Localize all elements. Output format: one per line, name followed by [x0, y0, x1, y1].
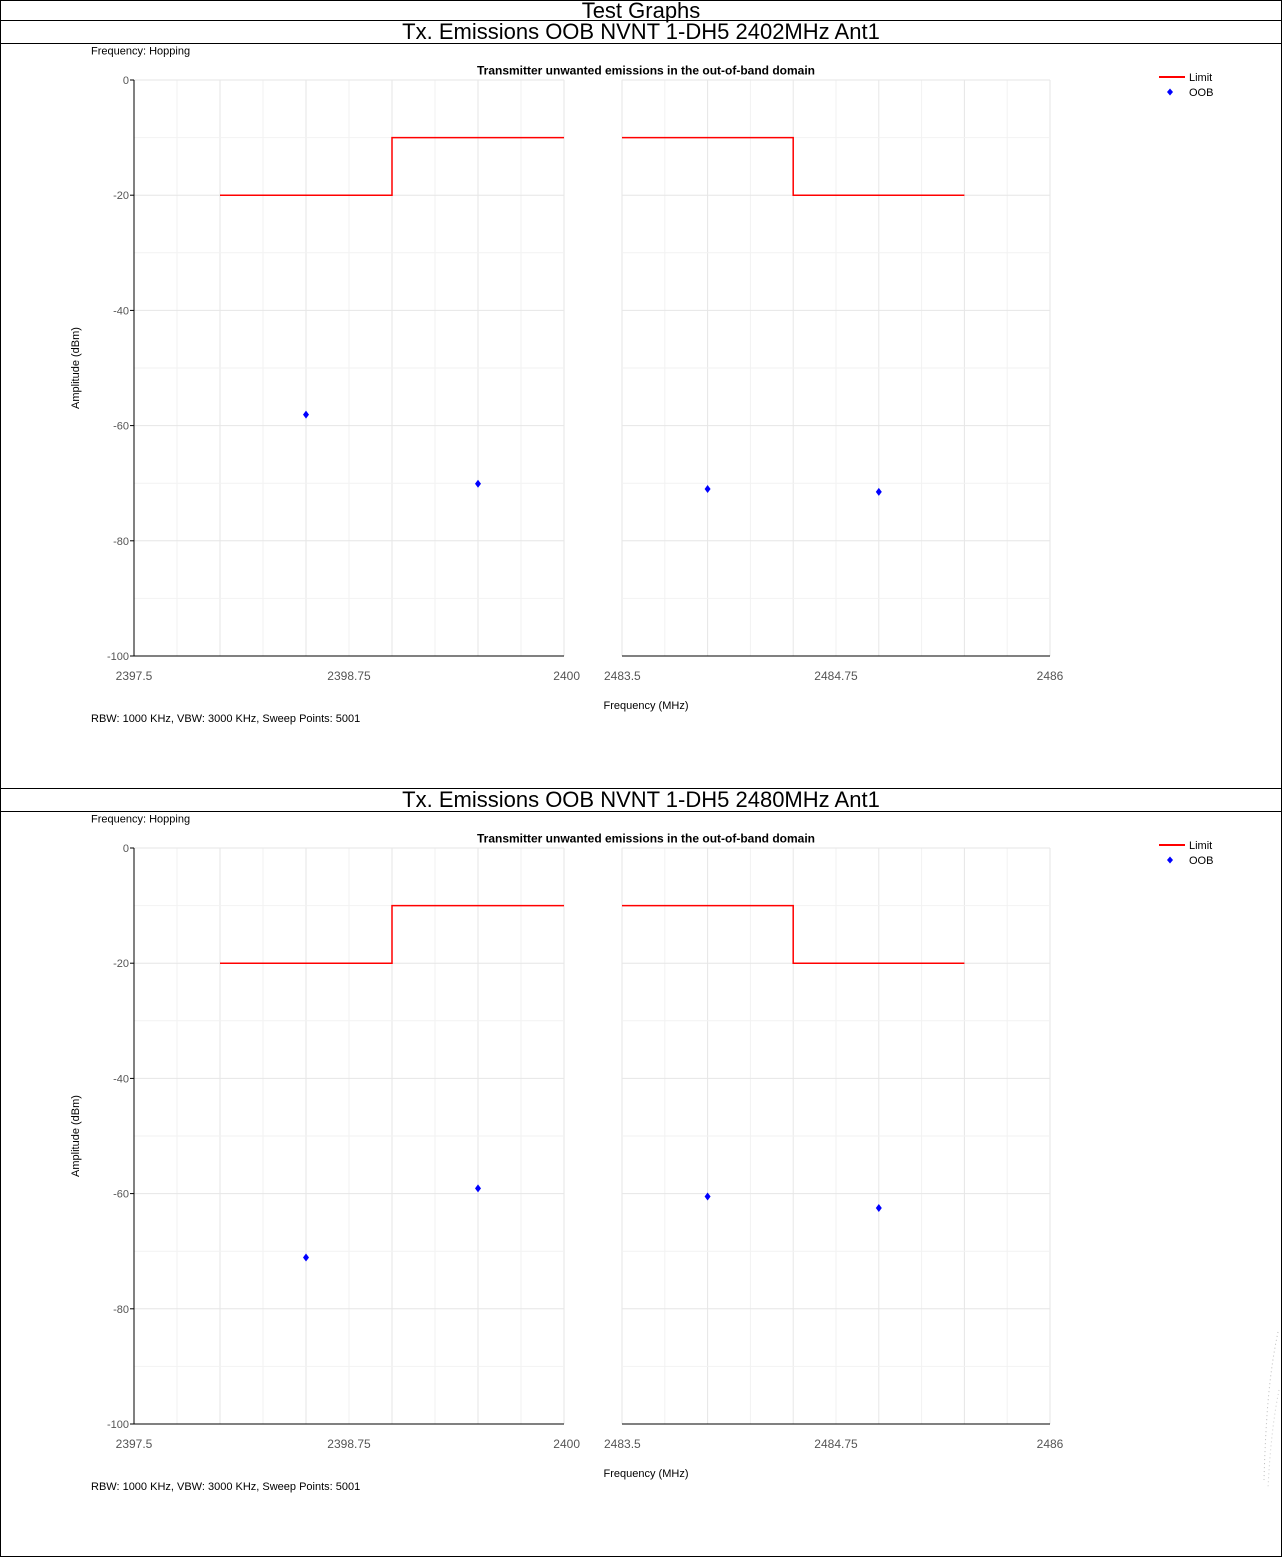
- limit-line: [220, 136, 564, 196]
- y-tick-label: -80: [113, 1304, 129, 1316]
- y-tick-label: -20: [113, 958, 129, 970]
- chart-legend: Limit OOB: [1159, 840, 1213, 867]
- y-tick-label: -100: [107, 651, 129, 663]
- x-tick-label: 2397.5: [116, 669, 153, 683]
- legend-label-oob: OOB: [1189, 87, 1213, 99]
- y-tick-label: -20: [113, 190, 129, 202]
- legend-label-oob: OOB: [1189, 855, 1213, 867]
- frequency-mode-label: Frequency: Hopping: [91, 46, 190, 58]
- y-axis-label: Amplitude (dBm): [70, 327, 82, 409]
- y-tick-label: -40: [113, 1073, 129, 1085]
- y-tick-label: -60: [113, 1189, 129, 1201]
- oob-point: [704, 484, 711, 493]
- oob-chart-2402: Frequency: Hopping Transmitter unwanted e…: [70, 46, 1213, 725]
- graph-cell-2480: Frequency: Hopping Transmitter unwanted e…: [0, 811, 1282, 1557]
- oob-point: [875, 1204, 882, 1212]
- oob-point: [475, 1184, 481, 1193]
- chart-title: Transmitter unwanted emissions in the ou…: [477, 831, 815, 845]
- chart-legend: Limit OOB: [1159, 72, 1213, 99]
- x-tick-label: 2484.75: [814, 669, 858, 683]
- limit-line: [220, 904, 564, 964]
- y-tick-label: -100: [107, 1419, 129, 1431]
- x-tick-label: 2484.75: [814, 1437, 858, 1451]
- measurement-settings: RBW: 1000 KHz, VBW: 3000 KHz, Sweep Poin…: [91, 713, 360, 725]
- test-graphs-title: Test Graphs: [0, 0, 1282, 22]
- graph-caption-2480: Tx. Emissions OOB NVNT 1-DH5 2480MHz Ant…: [0, 788, 1282, 812]
- frequency-mode-label: Frequency: Hopping: [91, 814, 190, 826]
- x-tick-label: 2400: [553, 669, 580, 683]
- measurement-settings: RBW: 1000 KHz, VBW: 3000 KHz, Sweep Poin…: [91, 1481, 360, 1493]
- x-tick-label: 2486: [1037, 669, 1064, 683]
- x-tick-label: 2400: [553, 1437, 580, 1451]
- watermark-stamp: [1263, 1331, 1280, 1489]
- chart-title: Transmitter unwanted emissions in the ou…: [477, 63, 815, 77]
- oob-point: [303, 410, 309, 419]
- oob-chart-2480: Frequency: Hopping Transmitter unwanted e…: [70, 814, 1213, 1493]
- chart-panel-2: 2483.5 2484.75 2486: [604, 79, 1064, 683]
- oob-point: [303, 1253, 309, 1262]
- x-tick-label: 2483.5: [604, 669, 641, 683]
- limit-line: [622, 136, 965, 196]
- x-tick-label: 2398.75: [327, 1437, 371, 1451]
- y-axis-label: Amplitude (dBm): [70, 1095, 82, 1177]
- x-tick-label: 2486: [1037, 1437, 1064, 1451]
- y-tick-label: -80: [113, 536, 129, 548]
- x-tick-label: 2483.5: [604, 1437, 641, 1451]
- oob-point: [875, 487, 882, 496]
- y-tick-label: 0: [123, 843, 129, 855]
- x-tick-label: 2397.5: [116, 1437, 153, 1451]
- legend-label-limit: Limit: [1189, 840, 1212, 852]
- legend-label-limit: Limit: [1189, 72, 1212, 84]
- legend-oob-swatch: [1167, 856, 1173, 864]
- legend-oob-swatch: [1167, 88, 1173, 96]
- oob-point: [704, 1192, 711, 1201]
- y-tick-label: 0: [123, 75, 129, 87]
- graph-cell-2402: Frequency: Hopping Transmitter unwanted e…: [0, 43, 1282, 789]
- chart-panel-1: 2397.5 2398.75 2400: [116, 79, 580, 683]
- limit-line: [622, 904, 965, 964]
- y-tick-label: -60: [113, 421, 129, 433]
- oob-point: [475, 479, 481, 488]
- x-tick-label: 2398.75: [327, 669, 371, 683]
- x-axis-label: Frequency (MHz): [604, 1468, 689, 1480]
- graph-caption-2402: Tx. Emissions OOB NVNT 1-DH5 2402MHz Ant…: [0, 20, 1282, 44]
- x-axis-label: Frequency (MHz): [604, 700, 689, 712]
- y-tick-label: -40: [113, 305, 129, 317]
- chart-panel-1: 2397.5 2398.75 2400: [116, 847, 580, 1451]
- chart-panel-2: 2483.5 2484.75 2486: [604, 847, 1064, 1451]
